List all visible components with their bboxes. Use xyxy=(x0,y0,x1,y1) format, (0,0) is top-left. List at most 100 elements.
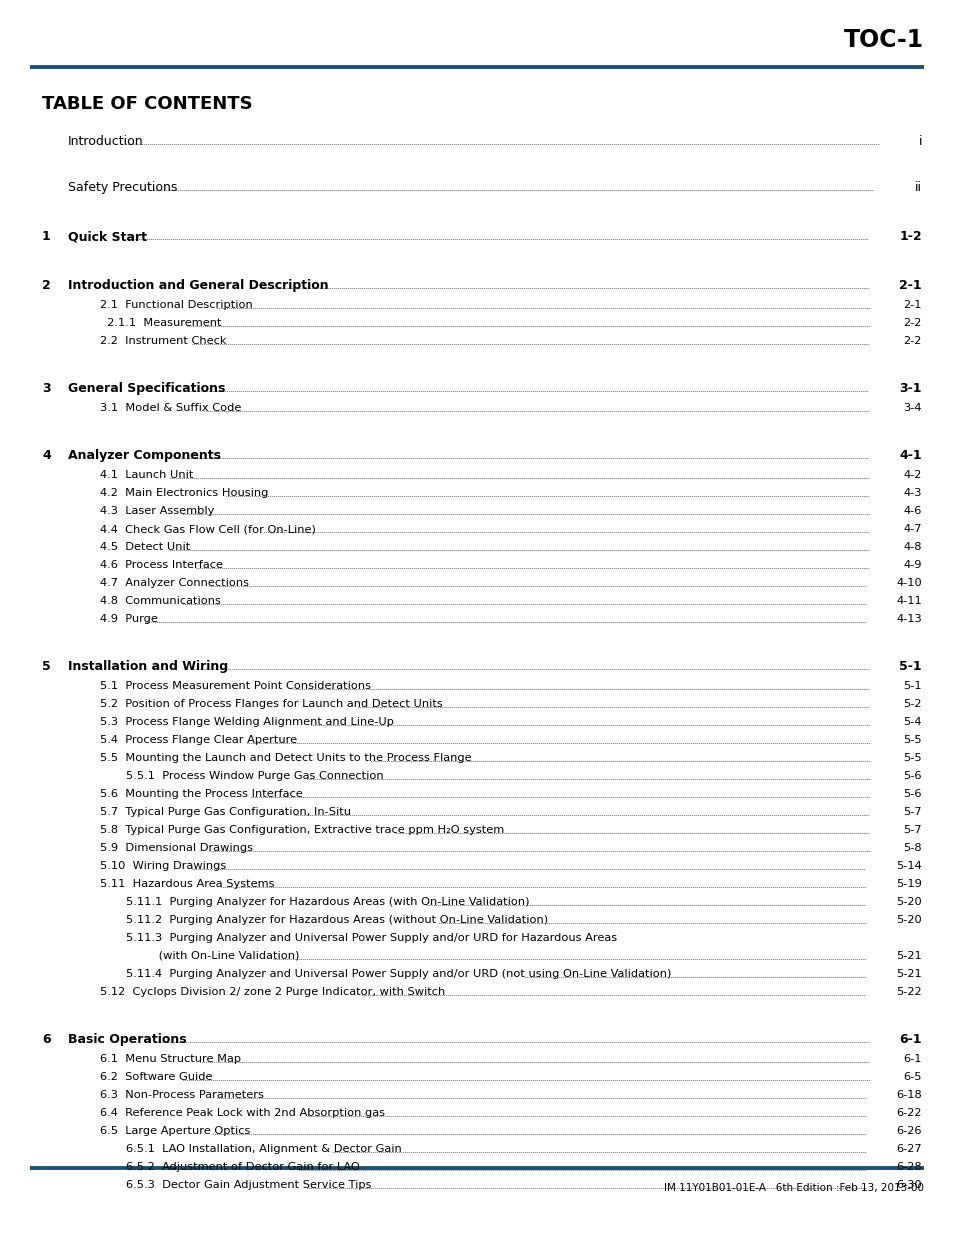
Text: 4-8: 4-8 xyxy=(902,542,921,552)
Text: 5.11.2  Purging Analyzer for Hazardous Areas (without On-Line Validation): 5.11.2 Purging Analyzer for Hazardous Ar… xyxy=(126,915,548,925)
Text: 5-19: 5-19 xyxy=(895,879,921,889)
Text: 4-7: 4-7 xyxy=(902,524,921,534)
Text: 4.4  Check Gas Flow Cell (for On-Line): 4.4 Check Gas Flow Cell (for On-Line) xyxy=(100,524,315,534)
Text: 4-1: 4-1 xyxy=(899,450,921,462)
Text: 4-9: 4-9 xyxy=(902,559,921,571)
Text: 3: 3 xyxy=(42,382,51,395)
Text: Safety Precutions: Safety Precutions xyxy=(68,182,177,194)
Text: 6.5.1  LAO Installation, Alignment & Dector Gain: 6.5.1 LAO Installation, Alignment & Dect… xyxy=(126,1144,401,1153)
Text: 6-22: 6-22 xyxy=(896,1108,921,1118)
Text: 2-2: 2-2 xyxy=(902,336,921,346)
Text: 5-5: 5-5 xyxy=(902,735,921,745)
Text: 3-1: 3-1 xyxy=(899,382,921,395)
Text: 5-2: 5-2 xyxy=(902,699,921,709)
Text: 2: 2 xyxy=(42,279,51,291)
Text: 5.7  Typical Purge Gas Configuration, In-Situ: 5.7 Typical Purge Gas Configuration, In-… xyxy=(100,806,351,818)
Text: 5.11  Hazardous Area Systems: 5.11 Hazardous Area Systems xyxy=(100,879,274,889)
Text: 6-28: 6-28 xyxy=(896,1162,921,1172)
Text: 5-6: 5-6 xyxy=(902,771,921,781)
Text: 4.8  Communications: 4.8 Communications xyxy=(100,597,221,606)
Text: 1: 1 xyxy=(42,230,51,243)
Text: Analyzer Components: Analyzer Components xyxy=(68,450,221,462)
Text: 2.1.1  Measurement: 2.1.1 Measurement xyxy=(100,317,221,329)
Text: 4.2  Main Electronics Housing: 4.2 Main Electronics Housing xyxy=(100,488,268,498)
Text: 6-30: 6-30 xyxy=(895,1179,921,1191)
Text: 6.1  Menu Structure Map: 6.1 Menu Structure Map xyxy=(100,1053,241,1065)
Text: 4-3: 4-3 xyxy=(902,488,921,498)
Text: 4.7  Analyzer Connections: 4.7 Analyzer Connections xyxy=(100,578,249,588)
Text: 3-4: 3-4 xyxy=(902,403,921,412)
Text: 5-14: 5-14 xyxy=(895,861,921,871)
Text: 2-2: 2-2 xyxy=(902,317,921,329)
Text: TABLE OF CONTENTS: TABLE OF CONTENTS xyxy=(42,95,253,112)
Text: 4-2: 4-2 xyxy=(902,471,921,480)
Text: 5.5  Mounting the Launch and Detect Units to the Process Flange: 5.5 Mounting the Launch and Detect Units… xyxy=(100,753,471,763)
Text: 4.9  Purge: 4.9 Purge xyxy=(100,614,157,624)
Text: 4-11: 4-11 xyxy=(895,597,921,606)
Text: 4.6  Process Interface: 4.6 Process Interface xyxy=(100,559,223,571)
Text: i: i xyxy=(918,135,921,148)
Text: 6: 6 xyxy=(42,1032,51,1046)
Text: 5-20: 5-20 xyxy=(895,897,921,906)
Text: 4.3  Laser Assembly: 4.3 Laser Assembly xyxy=(100,506,214,516)
Text: 6-27: 6-27 xyxy=(896,1144,921,1153)
Text: 6.2  Software Guide: 6.2 Software Guide xyxy=(100,1072,213,1082)
Text: 6.5.2  Adjustment of Dector Gain for LAO: 6.5.2 Adjustment of Dector Gain for LAO xyxy=(126,1162,359,1172)
Text: 5.10  Wiring Drawings: 5.10 Wiring Drawings xyxy=(100,861,226,871)
Text: 6.5  Large Aperture Optics: 6.5 Large Aperture Optics xyxy=(100,1126,250,1136)
Text: Introduction: Introduction xyxy=(68,135,144,148)
Text: 2-1: 2-1 xyxy=(899,279,921,291)
Text: 5-5: 5-5 xyxy=(902,753,921,763)
Text: 5-21: 5-21 xyxy=(895,951,921,961)
Text: 5-7: 5-7 xyxy=(902,806,921,818)
Text: 3.1  Model & Suffix Code: 3.1 Model & Suffix Code xyxy=(100,403,241,412)
Text: Introduction and General Description: Introduction and General Description xyxy=(68,279,328,291)
Text: 5.9  Dimensional Drawings: 5.9 Dimensional Drawings xyxy=(100,844,253,853)
Text: General Specifications: General Specifications xyxy=(68,382,225,395)
Text: 5-4: 5-4 xyxy=(902,718,921,727)
Text: 4.5  Detect Unit: 4.5 Detect Unit xyxy=(100,542,190,552)
Text: Quick Start: Quick Start xyxy=(68,230,147,243)
Text: 6-1: 6-1 xyxy=(899,1032,921,1046)
Text: 5.4  Process Flange Clear Aperture: 5.4 Process Flange Clear Aperture xyxy=(100,735,296,745)
Text: 5: 5 xyxy=(42,659,51,673)
Text: ii: ii xyxy=(914,182,921,194)
Text: 5.2  Position of Process Flanges for Launch and Detect Units: 5.2 Position of Process Flanges for Laun… xyxy=(100,699,442,709)
Text: 5.1  Process Measurement Point Considerations: 5.1 Process Measurement Point Considerat… xyxy=(100,680,371,692)
Text: 2.2  Instrument Check: 2.2 Instrument Check xyxy=(100,336,226,346)
Text: Basic Operations: Basic Operations xyxy=(68,1032,187,1046)
Text: 5.3  Process Flange Welding Alignment and Line-Up: 5.3 Process Flange Welding Alignment and… xyxy=(100,718,394,727)
Text: 5.11.4  Purging Analyzer and Universal Power Supply and/or URD (not using On-Lin: 5.11.4 Purging Analyzer and Universal Po… xyxy=(126,969,671,979)
Text: 4-6: 4-6 xyxy=(902,506,921,516)
Text: 6.4  Reference Peak Lock with 2nd Absorption gas: 6.4 Reference Peak Lock with 2nd Absorpt… xyxy=(100,1108,385,1118)
Text: 4.1  Launch Unit: 4.1 Launch Unit xyxy=(100,471,193,480)
Text: 5-8: 5-8 xyxy=(902,844,921,853)
Text: 5-1: 5-1 xyxy=(902,680,921,692)
Text: 5-7: 5-7 xyxy=(902,825,921,835)
Text: 5.6  Mounting the Process Interface: 5.6 Mounting the Process Interface xyxy=(100,789,302,799)
Text: 5-21: 5-21 xyxy=(895,969,921,979)
Text: 6-26: 6-26 xyxy=(896,1126,921,1136)
Text: 6-18: 6-18 xyxy=(895,1091,921,1100)
Text: 5.12  Cyclops Division 2/ zone 2 Purge Indicator, with Switch: 5.12 Cyclops Division 2/ zone 2 Purge In… xyxy=(100,987,445,997)
Text: 5.11.1  Purging Analyzer for Hazardous Areas (with On-Line Validation): 5.11.1 Purging Analyzer for Hazardous Ar… xyxy=(126,897,533,906)
Text: IM 11Y01B01-01E-A   6th Edition :Feb 13, 2013-00: IM 11Y01B01-01E-A 6th Edition :Feb 13, 2… xyxy=(663,1183,923,1193)
Text: 4-10: 4-10 xyxy=(895,578,921,588)
Text: (with On-Line Validation): (with On-Line Validation) xyxy=(126,951,299,961)
Text: 5-1: 5-1 xyxy=(899,659,921,673)
Text: 6.5.3  Dector Gain Adjustment Service Tips: 6.5.3 Dector Gain Adjustment Service Tip… xyxy=(126,1179,371,1191)
Text: 5-20: 5-20 xyxy=(895,915,921,925)
Text: 5.11.3  Purging Analyzer and Universal Power Supply and/or URD for Hazardous Are: 5.11.3 Purging Analyzer and Universal Po… xyxy=(126,932,617,944)
Text: 2-1: 2-1 xyxy=(902,300,921,310)
Text: 6.3  Non-Process Parameters: 6.3 Non-Process Parameters xyxy=(100,1091,264,1100)
Text: Installation and Wiring: Installation and Wiring xyxy=(68,659,228,673)
Text: 5.8  Typical Purge Gas Configuration, Extractive trace ppm H₂O system: 5.8 Typical Purge Gas Configuration, Ext… xyxy=(100,825,504,835)
Text: 6-1: 6-1 xyxy=(902,1053,921,1065)
Text: 4: 4 xyxy=(42,450,51,462)
Text: 5.5.1  Process Window Purge Gas Connection: 5.5.1 Process Window Purge Gas Connectio… xyxy=(126,771,383,781)
Text: 4-13: 4-13 xyxy=(895,614,921,624)
Text: 2.1  Functional Description: 2.1 Functional Description xyxy=(100,300,253,310)
Text: 1-2: 1-2 xyxy=(899,230,921,243)
Text: 6-5: 6-5 xyxy=(902,1072,921,1082)
Text: 5-22: 5-22 xyxy=(896,987,921,997)
